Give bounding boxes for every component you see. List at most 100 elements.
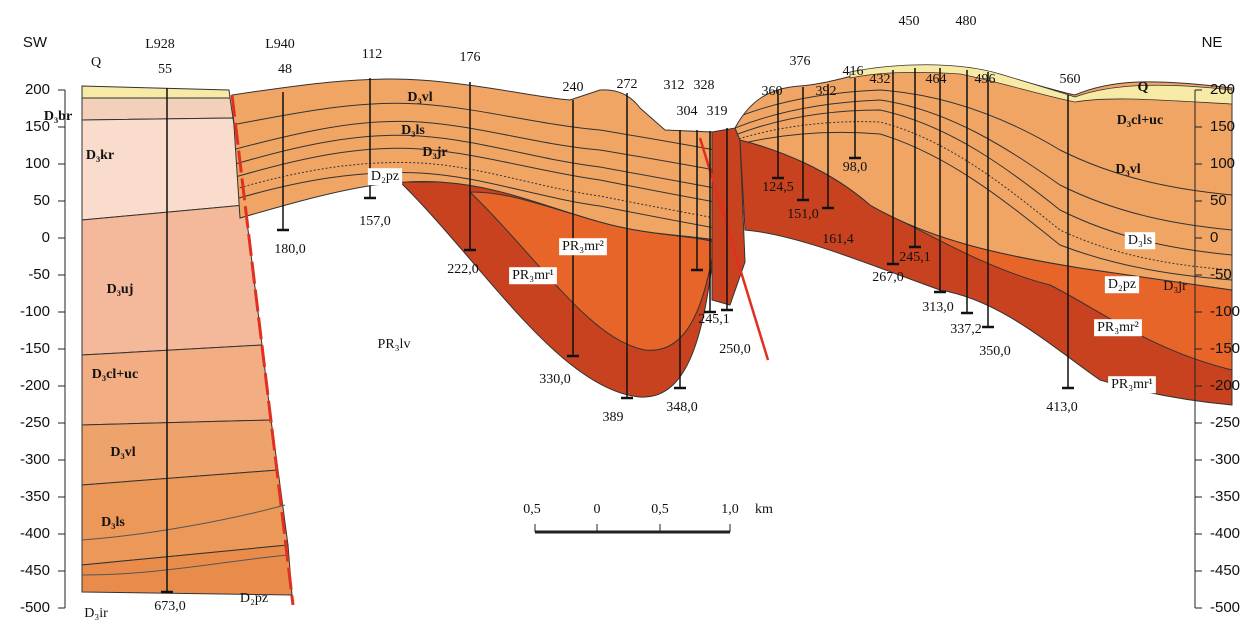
well-number: 272 — [617, 77, 638, 92]
depth-label: -400 — [1210, 525, 1240, 542]
well-number: 112 — [362, 47, 382, 62]
depth-label: 150 — [1210, 118, 1235, 135]
depth-label: 100 — [1210, 155, 1235, 172]
layer-label: D₃ir — [84, 606, 108, 621]
layer-label: D₃cl+uc — [1117, 113, 1163, 128]
layer-label: D₃uj — [107, 282, 134, 297]
depth-label: 50 — [33, 192, 50, 209]
depth-label: -350 — [1210, 488, 1240, 505]
well-depth: 673,0 — [154, 599, 186, 614]
well-depth: 350,0 — [979, 344, 1011, 359]
depth-label: 200 — [1210, 81, 1235, 98]
well-depth: 245,1 — [698, 312, 730, 327]
depth-label: -450 — [1210, 562, 1240, 579]
layer-label: Q — [91, 55, 101, 70]
well-depth: 313,0 — [922, 300, 954, 315]
well-depth: 180,0 — [274, 242, 306, 257]
layer-label: D₃kr — [86, 148, 114, 163]
depth-label: 200 — [25, 81, 50, 98]
scale-label: 0 — [594, 502, 601, 517]
layer-label: D₃vl — [1115, 162, 1140, 177]
depth-label: -250 — [1210, 414, 1240, 431]
layer-label: D₃ls — [401, 123, 425, 138]
layer-label: D₃jr — [1163, 279, 1187, 294]
well-depth: 157,0 — [359, 214, 391, 229]
scale-label: 1,0 — [721, 502, 739, 517]
well-number: 48 — [278, 62, 292, 77]
layer-label: PR₃lv — [378, 337, 411, 352]
layer-label: D₃ls — [101, 515, 125, 530]
depth-label: -500 — [1210, 599, 1240, 616]
depth-label: 50 — [1210, 192, 1227, 209]
well-depth: 250,0 — [719, 342, 751, 357]
depth-label: -50 — [28, 266, 50, 283]
layer-label: D₃vl — [407, 90, 432, 105]
well-depth: 161,4 — [822, 232, 854, 247]
layer-label: D₂pz — [1108, 277, 1136, 292]
well-code: L940 — [265, 37, 295, 52]
depth-label: -500 — [20, 599, 50, 616]
layer-label: D₃br — [44, 109, 72, 124]
well-number: 480 — [956, 14, 977, 29]
layer-label: PR₃mr¹ — [512, 268, 554, 283]
well-number: 360 — [762, 84, 783, 99]
well-code: L928 — [145, 37, 175, 52]
depth-label: -400 — [20, 525, 50, 542]
scale-label: 0,5 — [523, 502, 541, 517]
well-depth: 389 — [603, 410, 624, 425]
well-depth: 267,0 — [872, 270, 904, 285]
well-number: 240 — [563, 80, 584, 95]
depth-label: 0 — [1210, 229, 1218, 246]
layer-label: PR₃mr² — [562, 239, 604, 254]
orientation-label: SW — [23, 34, 48, 51]
depth-label: -50 — [1210, 266, 1232, 283]
depth-label: -450 — [20, 562, 50, 579]
layer-label: PR₃mr² — [1097, 320, 1139, 335]
well-depth: 245,1 — [899, 250, 931, 265]
well-number: 496 — [975, 72, 996, 87]
well-number: 432 — [870, 72, 891, 87]
well-number: 416 — [843, 64, 864, 79]
well-number: 560 — [1060, 72, 1081, 87]
well-number: 176 — [460, 50, 481, 65]
scale-label: 0,5 — [651, 502, 669, 517]
well-depth: 348,0 — [666, 400, 698, 415]
well-number: 392 — [816, 84, 837, 99]
well-number: 328 — [694, 78, 715, 93]
well-number: 450 — [899, 14, 920, 29]
well-depth: 337,2 — [950, 322, 982, 337]
layer-label: D₂pz — [371, 169, 399, 184]
well-number: 464 — [926, 72, 947, 87]
layer-label: D₃jr — [422, 145, 447, 160]
depth-label: -250 — [20, 414, 50, 431]
cross-section: SW NE 200200150150100100505000-50-50-100… — [0, 0, 1256, 622]
scale-unit: km — [755, 502, 773, 517]
depth-label: -300 — [1210, 451, 1240, 468]
layer-label: Q — [1138, 80, 1149, 95]
depth-label: -100 — [20, 303, 50, 320]
layer-label: D₃cl+uc — [92, 367, 138, 382]
scale-bar — [535, 524, 730, 532]
well-number: 319 — [707, 104, 728, 119]
depth-label: -100 — [1210, 303, 1240, 320]
depth-label: -150 — [1210, 340, 1240, 357]
well-depth: 330,0 — [539, 372, 571, 387]
layer-label: PR₃mr¹ — [1111, 377, 1153, 392]
depth-label: -200 — [20, 377, 50, 394]
depth-label: 100 — [25, 155, 50, 172]
depth-label: 0 — [42, 229, 50, 246]
layer-label: D₃ls — [1128, 233, 1152, 248]
depth-label: -300 — [20, 451, 50, 468]
middle-block — [232, 79, 745, 397]
well-depth: 98,0 — [843, 160, 868, 175]
layer-label: D₂pz — [240, 591, 268, 606]
layer-label: D₃vl — [110, 445, 135, 460]
well-number: 312 — [664, 78, 685, 93]
well-depth: 124,5 — [762, 180, 794, 195]
well-number: 376 — [790, 54, 811, 69]
depth-label: -150 — [20, 340, 50, 357]
well-depth: 413,0 — [1046, 400, 1078, 415]
well-number: 55 — [158, 62, 172, 77]
orientation-label: NE — [1202, 34, 1223, 51]
well-depth: 222,0 — [447, 262, 479, 277]
